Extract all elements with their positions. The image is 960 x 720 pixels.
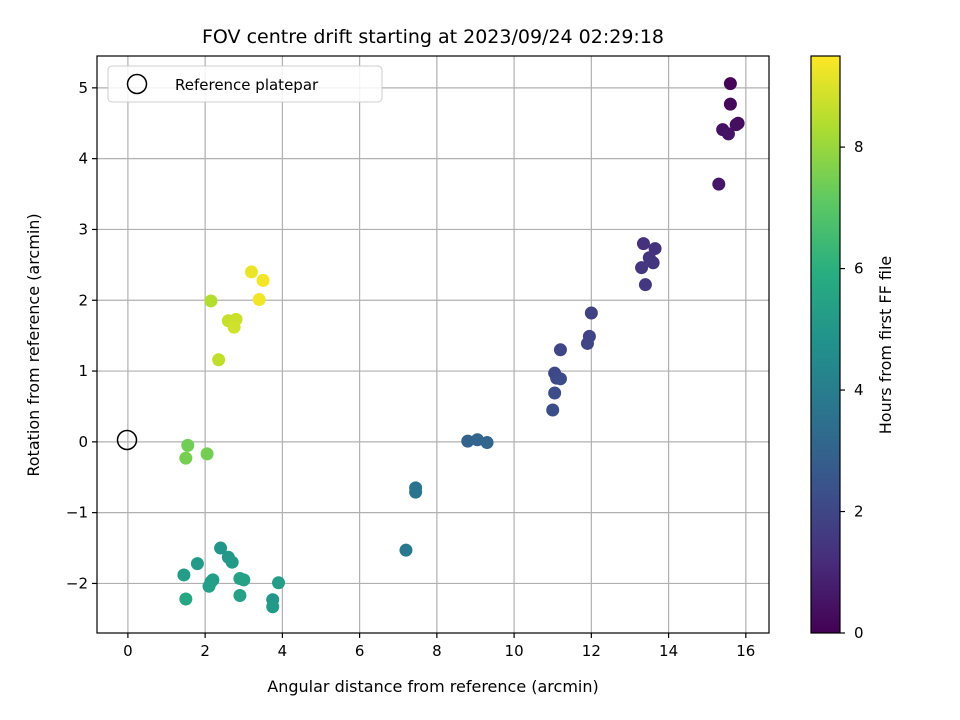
y-tick-label: −1 <box>66 504 88 522</box>
data-point <box>636 237 650 251</box>
y-tick-label: 3 <box>78 220 88 238</box>
data-point <box>200 447 214 461</box>
y-axis-ticks: −2 −1 0 1 2 3 4 5 <box>66 79 97 592</box>
colorbar-tick-label: 0 <box>854 624 864 642</box>
data-point <box>177 568 191 582</box>
x-tick-label: 6 <box>355 642 365 660</box>
x-tick-label: 2 <box>200 642 210 660</box>
data-point <box>237 573 251 587</box>
data-point <box>553 372 567 386</box>
data-point <box>399 543 413 557</box>
x-tick-label: 0 <box>123 642 133 660</box>
x-axis-label: Angular distance from reference (arcmin) <box>267 677 598 696</box>
x-tick-label: 16 <box>736 642 755 660</box>
data-point <box>179 592 193 606</box>
data-point <box>721 127 735 141</box>
data-point <box>638 278 652 292</box>
y-tick-label: 4 <box>78 150 88 168</box>
data-point <box>204 294 218 308</box>
data-point <box>202 579 216 593</box>
data-point <box>548 386 562 400</box>
x-tick-label: 8 <box>432 642 442 660</box>
y-tick-label: 0 <box>78 433 88 451</box>
data-point <box>214 541 228 555</box>
data-point <box>723 77 737 91</box>
data-point <box>546 403 560 417</box>
data-point <box>409 485 423 499</box>
data-point <box>646 256 660 270</box>
data-point <box>190 557 204 571</box>
data-point <box>227 320 241 334</box>
data-point <box>584 306 598 320</box>
y-tick-label: 2 <box>78 291 88 309</box>
data-point <box>181 438 195 452</box>
x-axis-ticks: 0 2 4 6 8 10 12 14 16 <box>123 633 755 660</box>
legend-marker-icon <box>126 73 148 95</box>
grid-lines <box>97 56 769 633</box>
colorbar-label: Hours from first FF file <box>876 256 895 435</box>
colorbar-ticks: 0 2 4 6 8 <box>840 138 864 642</box>
data-point <box>256 273 270 287</box>
colorbar <box>811 56 840 633</box>
x-tick-label: 14 <box>659 642 678 660</box>
data-point <box>179 451 193 465</box>
y-tick-label: 5 <box>78 79 88 97</box>
data-point <box>723 97 737 111</box>
y-tick-label: −2 <box>66 574 88 592</box>
data-point <box>225 555 239 569</box>
data-point <box>252 293 266 307</box>
colorbar-tick-label: 2 <box>854 503 864 521</box>
data-point <box>272 576 286 590</box>
y-axis-label: Rotation from reference (arcmin) <box>24 213 43 476</box>
colorbar-frame <box>810 55 841 634</box>
colorbar-tick-label: 8 <box>854 138 864 156</box>
data-point <box>461 434 475 448</box>
data-point <box>266 600 280 614</box>
y-tick-label: 1 <box>78 362 88 380</box>
colorbar-tick-label: 6 <box>854 260 864 278</box>
x-tick-label: 12 <box>582 642 601 660</box>
legend-entry-reference-platepar: Reference platepar <box>175 76 319 94</box>
data-point <box>212 353 226 367</box>
reference-platepar-marker <box>116 429 138 451</box>
data-point <box>233 588 247 602</box>
plot-frame <box>96 55 770 634</box>
data-point <box>635 261 649 275</box>
legend-box <box>107 65 383 103</box>
data-point <box>580 336 594 350</box>
x-tick-label: 4 <box>278 642 288 660</box>
data-point <box>244 265 258 279</box>
data-point <box>712 177 726 191</box>
chart-title: FOV centre drift starting at 2023/09/24 … <box>202 26 664 48</box>
data-point <box>729 118 743 132</box>
data-points <box>177 77 745 614</box>
x-tick-label: 10 <box>505 642 524 660</box>
colorbar-tick-label: 4 <box>854 381 864 399</box>
data-point <box>553 343 567 357</box>
legend: Reference platepar <box>107 65 383 103</box>
data-point <box>480 436 494 450</box>
